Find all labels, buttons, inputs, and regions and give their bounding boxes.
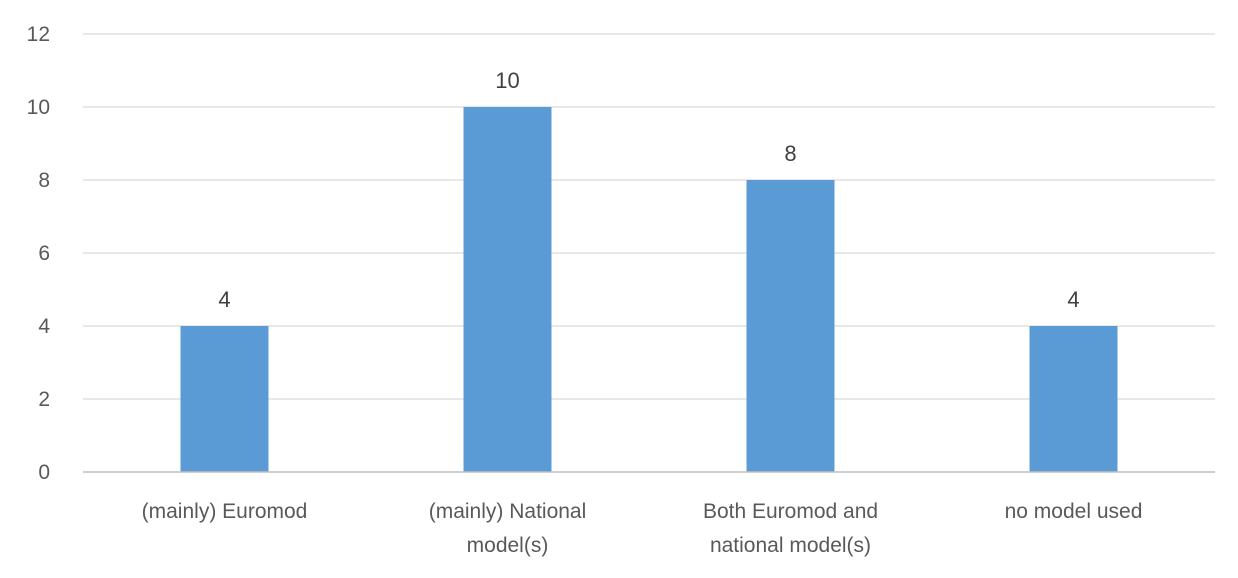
y-tick-label: 4 — [38, 315, 50, 338]
bars — [180, 107, 1118, 472]
y-tick-label: 6 — [38, 242, 50, 265]
x-category-label: model(s) — [467, 534, 549, 557]
x-category-label: (mainly) National — [429, 500, 587, 523]
data-labels: 4 10 8 4 — [218, 68, 1079, 312]
y-tick-label: 12 — [27, 23, 50, 46]
bar — [463, 107, 552, 472]
bar — [1029, 326, 1118, 472]
x-category-label: no model used — [1005, 500, 1143, 523]
y-tick-label: 10 — [27, 96, 50, 119]
data-label: 4 — [218, 287, 230, 312]
bar — [746, 180, 835, 472]
x-category-label: (mainly) Euromod — [142, 500, 308, 523]
data-label: 4 — [1067, 287, 1079, 312]
x-category-label: national model(s) — [710, 534, 871, 557]
bar — [180, 326, 269, 472]
y-tick-label: 2 — [38, 388, 50, 411]
y-tick-label: 0 — [38, 461, 50, 484]
x-category-label: Both Euromod and — [703, 500, 878, 523]
y-axis-ticks: 0 2 4 6 8 10 12 — [27, 23, 51, 484]
x-axis-labels: (mainly) Euromod (mainly) National model(s… — [142, 500, 1143, 557]
y-tick-label: 8 — [38, 169, 50, 192]
data-label: 10 — [495, 68, 519, 93]
gridlines — [83, 33, 1215, 400]
data-label: 8 — [784, 141, 796, 166]
